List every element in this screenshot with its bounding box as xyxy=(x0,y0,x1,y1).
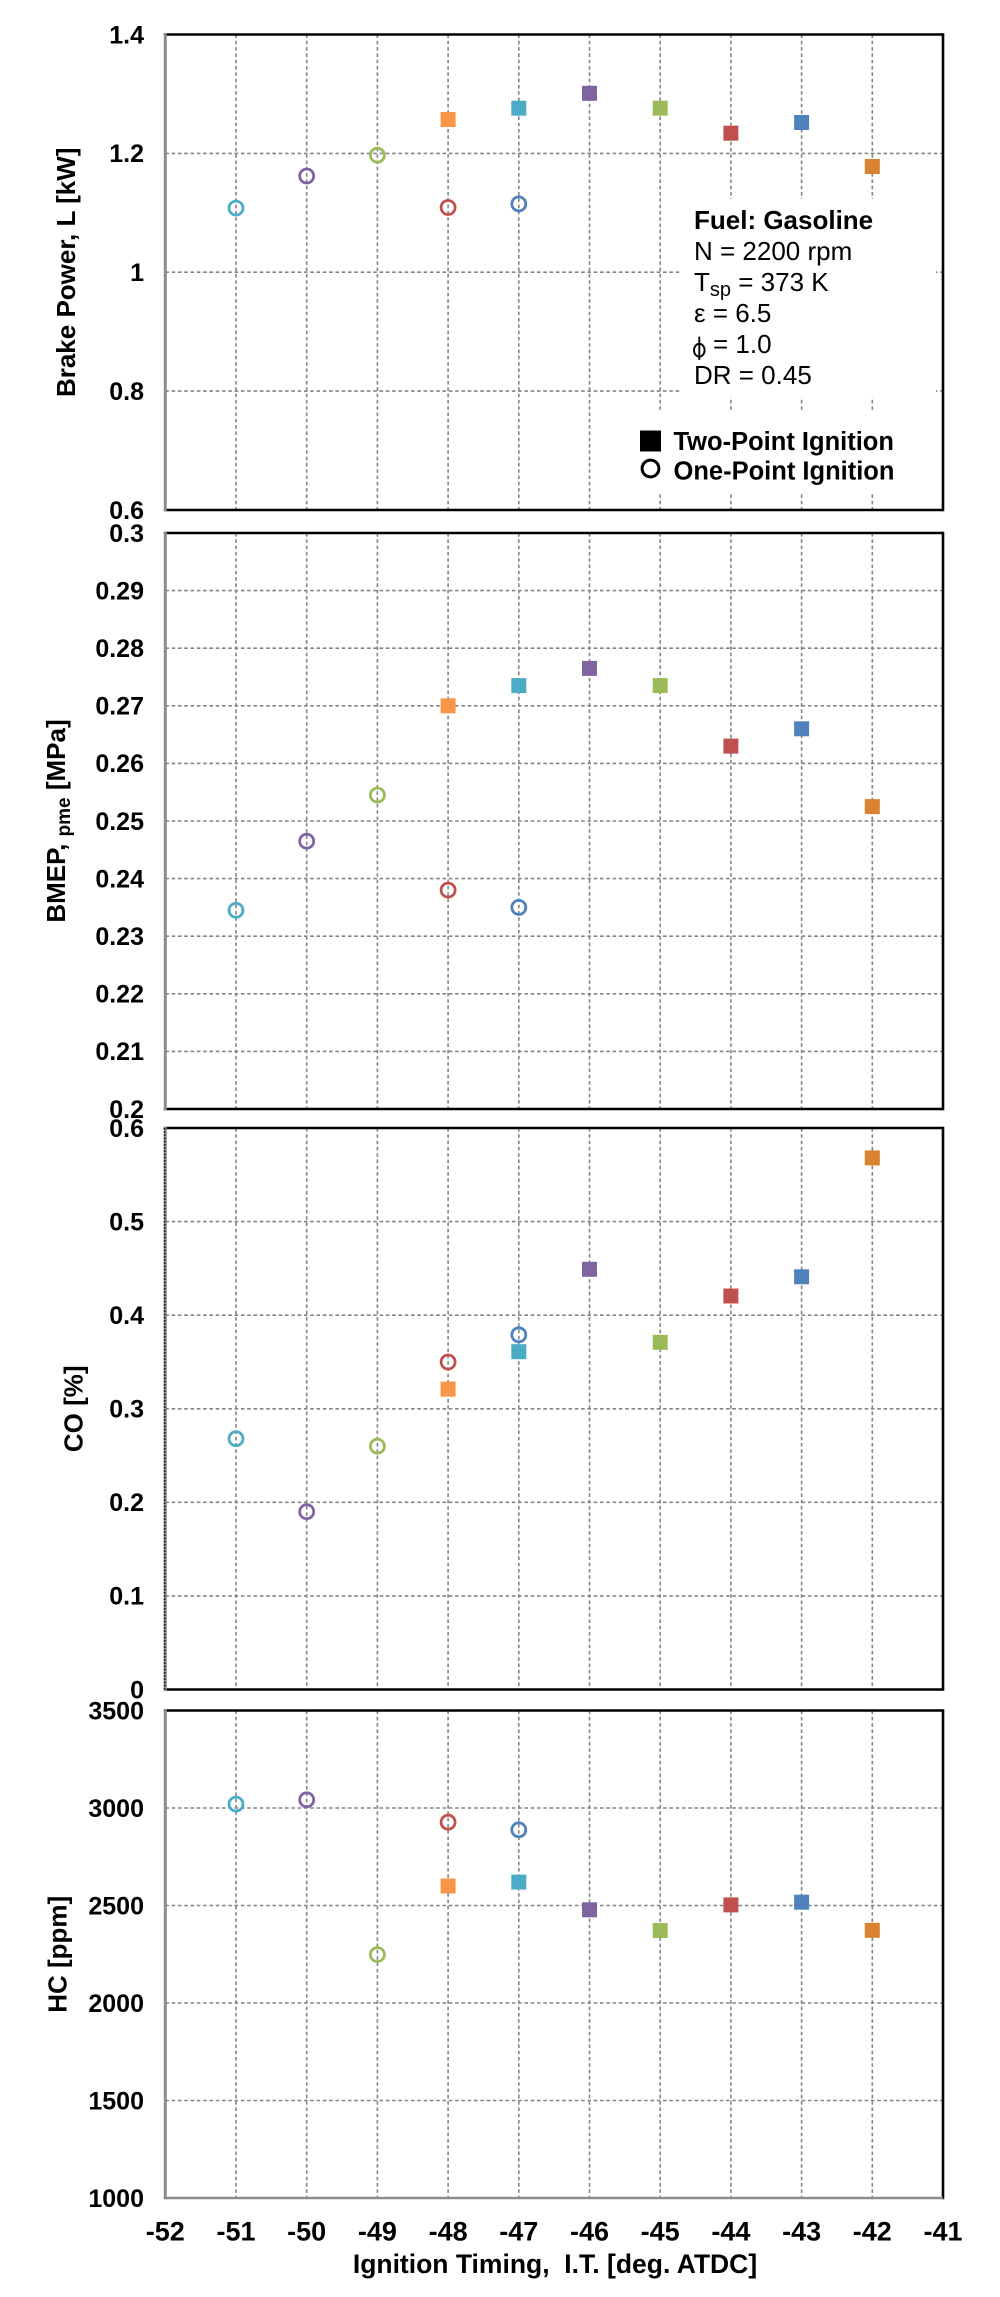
svg-text:-44: -44 xyxy=(711,2217,750,2247)
svg-text:0.2: 0.2 xyxy=(109,1096,144,1124)
svg-text:HC [ppm]: HC [ppm] xyxy=(43,1896,73,2013)
svg-text:-47: -47 xyxy=(499,2217,538,2247)
svg-text:-51: -51 xyxy=(216,2217,255,2247)
svg-text:Brake Power, L [kW]: Brake Power, L [kW] xyxy=(51,148,81,398)
svg-text:0.3: 0.3 xyxy=(109,1396,144,1424)
svg-text:1500: 1500 xyxy=(88,2087,144,2115)
svg-text:-48: -48 xyxy=(429,2217,468,2247)
svg-text:0.25: 0.25 xyxy=(95,808,144,836)
svg-text:-49: -49 xyxy=(358,2217,397,2247)
svg-text:= 1.0: = 1.0 xyxy=(713,329,772,359)
svg-text:-43: -43 xyxy=(782,2217,821,2247)
svg-text:N = 2200 rpm: N = 2200 rpm xyxy=(694,236,852,266)
svg-text:-42: -42 xyxy=(853,2217,892,2247)
svg-text:0.22: 0.22 xyxy=(95,981,144,1009)
svg-text:CO [%]: CO [%] xyxy=(59,1365,89,1452)
svg-text:0.21: 0.21 xyxy=(95,1038,144,1066)
svg-text:One-Point Ignition: One-Point Ignition xyxy=(674,458,895,486)
svg-text:-41: -41 xyxy=(923,2217,962,2247)
svg-text:Fuel: Gasoline: Fuel: Gasoline xyxy=(694,205,873,235)
svg-text:1000: 1000 xyxy=(88,2185,144,2213)
svg-text:-46: -46 xyxy=(570,2217,609,2247)
svg-text:3000: 3000 xyxy=(88,1795,144,1823)
svg-text:DR = 0.45: DR = 0.45 xyxy=(694,360,812,390)
svg-text:2000: 2000 xyxy=(88,1990,144,2018)
svg-text:Two-Point Ignition: Two-Point Ignition xyxy=(674,428,894,456)
svg-text:0.2: 0.2 xyxy=(109,1489,144,1517)
svg-text:0.26: 0.26 xyxy=(95,750,144,778)
svg-text:Ignition Timing, I.T. [deg. A: Ignition Timing, I.T. [deg. ATDC] xyxy=(353,2249,757,2279)
svg-text:-50: -50 xyxy=(287,2217,326,2247)
svg-text:0.29: 0.29 xyxy=(95,577,144,605)
svg-text:0.5: 0.5 xyxy=(109,1208,144,1236)
svg-text:Tsp = 373 K: Tsp = 373 K xyxy=(694,267,829,301)
svg-text:0: 0 xyxy=(130,1676,144,1704)
svg-text:0.28: 0.28 xyxy=(95,635,144,663)
svg-text:0.6: 0.6 xyxy=(109,497,144,525)
svg-text:0.1: 0.1 xyxy=(109,1583,144,1611)
svg-text:0.24: 0.24 xyxy=(95,865,144,893)
svg-text:2500: 2500 xyxy=(88,1892,144,1920)
svg-text:3500: 3500 xyxy=(88,1697,144,1725)
svg-text:0.4: 0.4 xyxy=(109,1302,144,1330)
svg-text:0.3: 0.3 xyxy=(109,520,144,548)
svg-text:0.6: 0.6 xyxy=(109,1115,144,1143)
svg-text:0.27: 0.27 xyxy=(95,693,144,721)
svg-text:-45: -45 xyxy=(641,2217,680,2247)
svg-text:-52: -52 xyxy=(146,2217,185,2247)
svg-text:1: 1 xyxy=(130,259,144,287)
svg-text:1.4: 1.4 xyxy=(109,21,144,49)
svg-text:1.2: 1.2 xyxy=(109,140,144,168)
svg-text:0.23: 0.23 xyxy=(95,923,144,951)
svg-text:ε = 6.5: ε = 6.5 xyxy=(694,298,771,328)
svg-text:0.8: 0.8 xyxy=(109,378,144,406)
